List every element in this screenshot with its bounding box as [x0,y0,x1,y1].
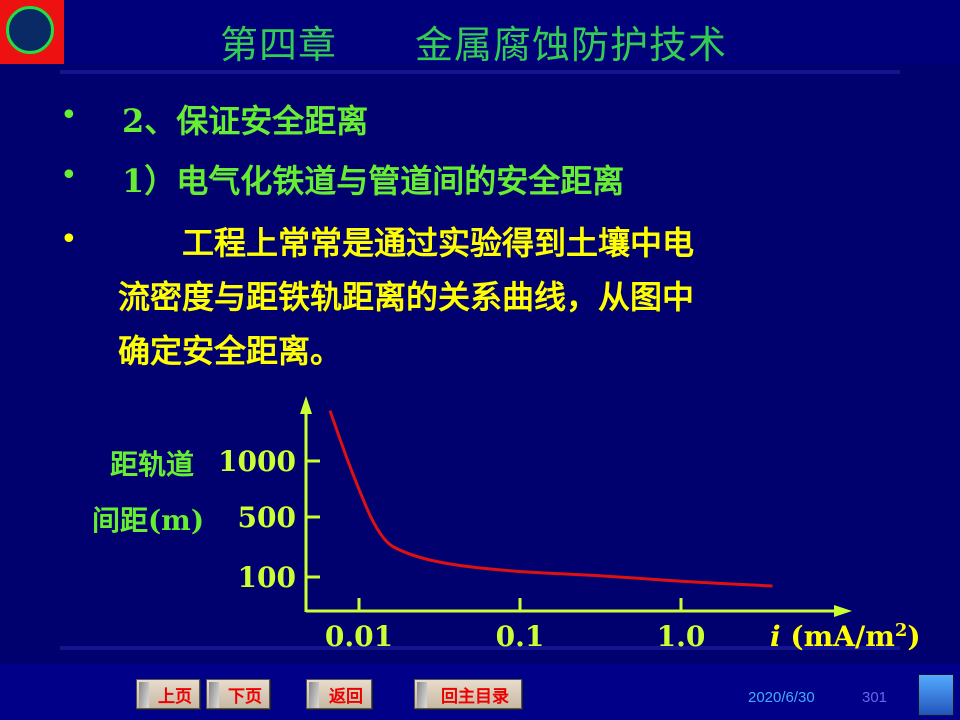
y-tick-label: 100 [238,561,296,594]
bullet-1: 2、保证安全距离 [122,102,369,140]
bullet-marker: • [60,98,78,133]
slide-title: 第四章 金属腐蚀防护技术 [220,23,728,67]
emblem-icon[interactable] [918,674,954,716]
bullet-marker: • [60,222,78,257]
back-button[interactable]: 返回 [306,679,372,709]
bullet-3-line: 工程上常常是通过实验得到土壤中电 [118,224,695,262]
title-bar [0,0,960,64]
watermark-line [60,646,900,650]
y-axis-label: 距轨道 [110,448,194,481]
slide-date: 2020/6/30 [748,689,815,706]
x-tick-label: 0.1 [496,620,545,653]
bullet-3-line: 确定安全距离。 [118,332,343,370]
bullet-2: 1）电气化铁道与管道间的安全距离 [122,162,625,200]
bullet-marker: • [60,158,78,193]
main-menu-button[interactable]: 回主目录 [414,679,522,709]
x-tick-label: 1.0 [657,620,706,653]
series-line [328,410,773,588]
next-page-button[interactable]: 下页 [206,679,270,709]
bullet-3-line: 流密度与距铁轨距离的关系曲线，从图中 [118,278,695,316]
bullet-3: 工程上常常是通过实验得到土壤中电 流密度与距铁轨距离的关系曲线，从图中 确定安全… [118,216,694,378]
y-axis-arrow [300,396,312,414]
university-logo [0,0,64,64]
x-axis-label: i (mA/m2) [770,620,921,653]
y-tick-label: 1000 [218,445,296,478]
y-axis-label: 间距(m) [92,504,204,537]
prev-page-button[interactable]: 上页 [136,679,200,709]
slide-number: 301 [862,689,888,706]
x-axis-arrow [834,605,852,617]
x-tick-label: 0.01 [325,620,393,653]
y-tick-label: 500 [238,501,296,534]
watermark-line [60,70,900,74]
